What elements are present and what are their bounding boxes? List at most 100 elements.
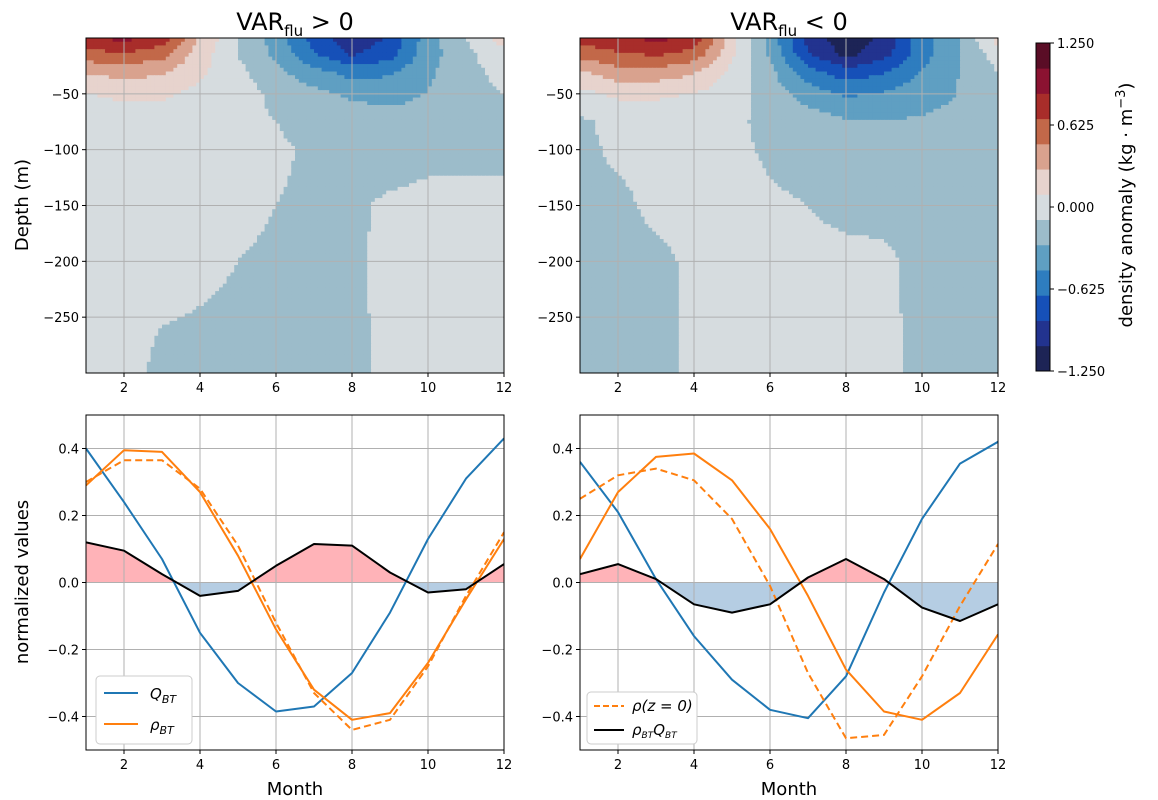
heatmap-cell	[412, 131, 418, 136]
heatmap-cell	[485, 194, 490, 199]
heatmap-cell	[264, 101, 269, 106]
heatmap-cell	[162, 64, 167, 69]
heatmap-cell	[234, 82, 239, 87]
heatmap-cell	[283, 56, 288, 61]
heatmap-cell	[500, 186, 504, 192]
heatmap-cell	[112, 71, 117, 76]
heatmap-cell	[283, 127, 288, 132]
heatmap-cell	[143, 160, 148, 166]
heatmap-cell	[374, 172, 380, 177]
heatmap-cell	[112, 164, 117, 169]
heatmap-cell	[101, 38, 106, 43]
heatmap-cell	[485, 90, 490, 95]
heatmap-cell	[363, 131, 368, 136]
heatmap-cell	[139, 78, 144, 84]
heatmap-cell	[154, 119, 159, 125]
heatmap-cell	[454, 201, 459, 207]
heatmap-cell	[405, 105, 410, 110]
heatmap-cell	[226, 149, 231, 154]
heatmap-cell	[374, 168, 380, 173]
heatmap-cell	[162, 60, 167, 65]
heatmap-cell	[424, 127, 429, 132]
heatmap-cell	[336, 198, 342, 203]
heatmap-cell	[443, 90, 448, 95]
heatmap-cell	[393, 49, 399, 54]
heatmap-cell	[264, 97, 269, 102]
heatmap-cell	[298, 105, 304, 110]
heatmap-cell	[89, 160, 95, 166]
heatmap-cell	[439, 86, 444, 91]
heatmap-cell	[211, 45, 216, 50]
heatmap-cell	[135, 101, 140, 106]
heatmap-cell	[317, 71, 323, 76]
heatmap-cell	[124, 179, 129, 184]
heatmap-cell	[89, 164, 95, 169]
heatmap-cell	[367, 108, 372, 114]
heatmap-cell	[397, 93, 402, 99]
heatmap-cell	[473, 67, 478, 73]
heatmap-cell	[462, 101, 467, 106]
heatmap-cell	[314, 123, 319, 128]
heatmap-cell	[405, 101, 410, 106]
heatmap-cell	[382, 86, 387, 91]
heatmap-cell	[378, 127, 383, 132]
heatmap-cell	[222, 198, 228, 203]
heatmap-cell	[443, 201, 448, 207]
heatmap-cell	[469, 78, 475, 84]
heatmap-cell	[268, 108, 273, 114]
heatmap-cell	[291, 172, 296, 177]
heatmap-cell	[416, 97, 421, 102]
heatmap-cell	[86, 127, 91, 132]
heatmap-cell	[226, 179, 231, 184]
heatmap-cell	[492, 153, 497, 158]
heatmap-cell	[500, 93, 504, 99]
heatmap-cell	[439, 172, 444, 177]
heatmap-cell	[291, 56, 296, 61]
heatmap-cell	[450, 149, 456, 154]
heatmap-cell	[295, 198, 300, 203]
heatmap-cell	[298, 186, 304, 192]
heatmap-cell	[146, 112, 152, 117]
heatmap-cell	[268, 153, 273, 158]
heatmap-cell	[124, 160, 129, 166]
heatmap-cell	[397, 52, 402, 58]
heatmap-cell	[219, 64, 224, 69]
heatmap-cell	[336, 90, 342, 95]
heatmap-cell	[325, 71, 330, 76]
heatmap-cell	[268, 49, 273, 54]
heatmap-cell	[390, 134, 395, 140]
heatmap-cell	[249, 183, 254, 188]
heatmap-cell	[420, 38, 425, 43]
heatmap-cell	[367, 90, 372, 95]
heatmap-cell	[211, 145, 216, 151]
heatmap-cell	[215, 183, 220, 188]
heatmap-cell	[439, 145, 444, 151]
heatmap-cell	[469, 56, 475, 61]
heatmap-cell	[200, 198, 205, 203]
heatmap-cell	[188, 190, 193, 195]
heatmap-cell	[124, 153, 129, 158]
heatmap-cell	[165, 153, 171, 158]
heatmap-cell	[416, 60, 421, 65]
heatmap-cell	[272, 105, 277, 110]
heatmap-cell	[488, 49, 494, 54]
heatmap-cell	[488, 86, 494, 91]
heatmap-cell	[143, 45, 148, 50]
heatmap-cell	[169, 190, 174, 195]
heatmap-cell	[177, 71, 182, 76]
heatmap-cell	[200, 101, 205, 106]
heatmap-cell	[150, 138, 155, 143]
heatmap-cell	[382, 116, 387, 121]
heatmap-cell	[336, 82, 342, 87]
heatmap-cell	[397, 38, 402, 43]
heatmap-cell	[158, 179, 163, 184]
heatmap-cell	[500, 67, 504, 73]
heatmap-cell	[420, 52, 425, 58]
heatmap-cell	[485, 179, 490, 184]
heatmap-cell	[181, 198, 186, 203]
heatmap-cell	[314, 138, 319, 143]
heatmap-cell	[314, 105, 319, 110]
heatmap-cell	[234, 138, 239, 143]
heatmap-cell	[188, 119, 193, 125]
heatmap-cell	[169, 38, 174, 43]
